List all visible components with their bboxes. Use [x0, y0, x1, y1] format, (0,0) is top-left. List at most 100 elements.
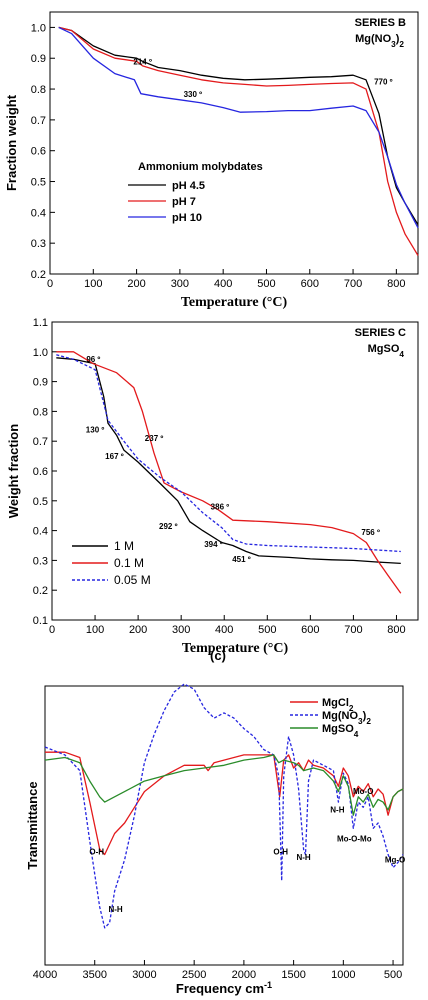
x-tick-label: 1000: [331, 969, 355, 981]
annotation-label: 394 º: [204, 540, 223, 549]
y-tick-label: 0.3: [31, 238, 46, 250]
plot-frame: [49, 11, 419, 275]
series-line-2: [58, 26, 419, 256]
annotation-label: O-H: [89, 848, 104, 857]
y-tick-label: 0.8: [31, 84, 46, 96]
annotation-label: 237 º: [145, 434, 164, 443]
chart-panel-2: 0 100 200 300 400 500 600 700 800 0.1 0.2 0.3 0.4 0.5…: [6, 317, 419, 656]
chart-panel-1: 0 100 200 300 400 500 600 700 800 0.2 0.3 0.4 0.5 0.6…: [4, 11, 419, 310]
annotation-label: 292 º: [159, 522, 178, 531]
series-line-3: [58, 26, 419, 229]
legend-entry: pH 7: [172, 196, 196, 208]
legend-entry: pH 10: [172, 212, 202, 224]
series-line-1: [58, 26, 419, 226]
y-axis-label: Weight fraction: [6, 424, 21, 518]
y-axis-label: Transmittance: [25, 781, 40, 869]
x-tick-label: 2000: [232, 969, 256, 981]
x-tick-label: 400: [215, 624, 233, 636]
x-tick-label: 600: [301, 624, 319, 636]
legend-entry: 0.1 M: [114, 556, 144, 570]
x-tick-label: 500: [257, 278, 275, 290]
y-tick-label: 0.3: [33, 555, 48, 567]
annotation-label: 770 º: [374, 77, 393, 86]
y-axis-label: Fraction weight: [4, 94, 19, 191]
x-tick-label: 800: [387, 278, 405, 290]
annotation-label: N-H: [330, 806, 344, 815]
x-tick-label: 300: [171, 278, 189, 290]
annotation-label: 386 º: [211, 503, 230, 512]
legend-entry: 0.05 M: [114, 573, 151, 587]
x-axis-label: Temperature (°C): [182, 641, 289, 656]
series-label: SERIES C: [355, 327, 406, 339]
x-tick-label: 100: [84, 278, 102, 290]
x-tick-label: 0: [47, 278, 53, 290]
x-tick-label: 800: [387, 624, 405, 636]
legend-entry: Mg(NO3)2: [322, 710, 371, 726]
x-axis-label: Frequency cm-1: [176, 980, 272, 996]
series-line-1: [45, 751, 404, 856]
series-line-2: [56, 351, 402, 594]
y-tick-label: 0.4: [33, 526, 48, 538]
legend-entry: MgCl2: [322, 697, 354, 713]
y-tick-label: 0.7: [31, 115, 46, 127]
annotation-label: O-H: [273, 848, 288, 857]
plot-frame: [51, 321, 419, 621]
x-tick-label: 500: [384, 969, 402, 981]
x-tick-label: 4000: [33, 969, 57, 981]
y-tick-label: 0.9: [31, 53, 46, 65]
series-line-3: [56, 354, 401, 553]
chart-panel-3: 4000 3500 3000 2500 2000 1500 1000 500 Frequency…: [25, 648, 405, 996]
y-tick-label: 1.0: [33, 347, 48, 359]
x-tick-label: 100: [86, 624, 104, 636]
y-tick-label: 0.6: [31, 146, 46, 158]
series-label: SERIES B: [355, 17, 406, 29]
chart-subtitle: MgSO4: [368, 343, 405, 359]
annotation-label: N-H: [296, 853, 310, 862]
x-tick-label: 400: [214, 278, 232, 290]
y-tick-label: 0.4: [31, 207, 46, 219]
y-tick-label: 1.0: [31, 22, 46, 34]
x-tick-label: 300: [172, 624, 190, 636]
annotation-label: N-H: [108, 905, 122, 914]
y-tick-label: 0.6: [33, 466, 48, 478]
y-tick-label: 0.7: [33, 436, 48, 448]
annotation-label: Mg-O: [385, 855, 405, 864]
y-tick-label: 0.2: [31, 269, 46, 281]
annotation-label: Mo-O-Mo: [337, 834, 372, 843]
legend-title: Ammonium molybdates: [138, 161, 263, 173]
y-tick-label: 0.9: [33, 377, 48, 389]
x-tick-label: 2500: [182, 969, 206, 981]
x-tick-label: 3000: [132, 969, 156, 981]
x-tick-label: 500: [258, 624, 276, 636]
x-tick-label: 700: [344, 278, 362, 290]
y-tick-label: 0.1: [33, 615, 48, 627]
x-tick-label: 3500: [82, 969, 106, 981]
x-tick-label: 700: [344, 624, 362, 636]
x-tick-label: 600: [301, 278, 319, 290]
legend-entry: MgSO4: [322, 723, 359, 739]
series-line-2: [44, 683, 404, 929]
annotation-label: 130 º: [86, 425, 105, 434]
y-tick-label: 0.5: [31, 177, 46, 189]
legend-entry: pH 4.5: [172, 180, 205, 192]
x-tick-label: 200: [127, 278, 145, 290]
x-tick-label: 200: [129, 624, 147, 636]
annotation-label: 756 º: [361, 528, 380, 537]
annotation-label: 96 º: [86, 355, 100, 364]
annotation-label: 451 º: [232, 555, 251, 564]
series-line-3: [44, 754, 404, 816]
series-line-1: [56, 357, 401, 565]
legend-entry: 1 M: [114, 539, 134, 553]
x-tick-label: 0: [49, 624, 55, 636]
panel-label: (c): [210, 648, 226, 663]
chart-subtitle: Mg(NO3)2: [355, 33, 404, 49]
y-tick-label: 1.1: [33, 317, 48, 329]
annotation-label: 214 º: [133, 57, 152, 66]
plot-frame: [44, 685, 404, 966]
x-tick-label: 1500: [281, 969, 305, 981]
y-tick-label: 0.2: [33, 585, 48, 597]
annotation-label: Mo-O: [353, 787, 373, 796]
y-tick-label: 0.8: [33, 406, 48, 418]
y-tick-label: 0.5: [33, 496, 48, 508]
